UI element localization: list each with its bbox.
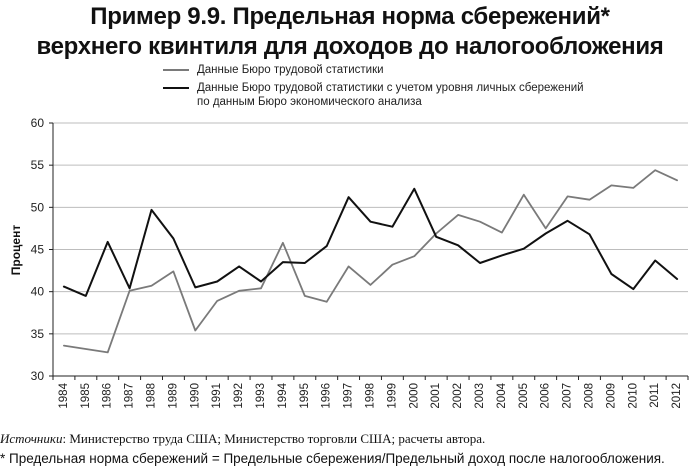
y-tick-label-55: 55 — [31, 158, 45, 172]
footnote: * Предельная норма сбережений = Предельн… — [0, 451, 665, 466]
y-tick-label-30: 30 — [31, 369, 45, 383]
x-tick-label-1999: 1999 — [386, 383, 398, 409]
legend-item-bls-bea: Данные Бюро трудовой статистики с учетом… — [163, 81, 584, 109]
x-tick-label-2002: 2002 — [452, 383, 464, 409]
x-tick-label-1997: 1997 — [343, 383, 355, 409]
x-tick-label-2006: 2006 — [540, 383, 552, 409]
x-tick-label-1995: 1995 — [299, 383, 311, 409]
chart-title: Пример 9.9. Предельная норма сбережений*… — [0, 2, 700, 62]
y-tick-label-35: 35 — [31, 327, 45, 341]
chart-title-line1: Пример 9.9. Предельная норма сбережений* — [90, 3, 610, 30]
x-tick-label-2008: 2008 — [583, 383, 595, 409]
axes-layer — [49, 122, 689, 380]
x-tick-label-2007: 2007 — [562, 383, 574, 409]
y-tick-label-45: 45 — [31, 243, 45, 257]
x-tick-labels: 1984 1985 1986 1987 1988 1989 1990 1991 1992 1993… — [58, 382, 683, 408]
y-tick-label-60: 60 — [31, 116, 45, 130]
x-tick-label-1993: 1993 — [255, 383, 267, 409]
y-axis-label: Процент — [9, 225, 23, 276]
x-tick-label-2010: 2010 — [627, 383, 639, 409]
x-tick-label-2000: 2000 — [408, 383, 420, 409]
y-tick-label-40: 40 — [31, 285, 45, 299]
x-tick-label-1998: 1998 — [365, 383, 377, 409]
x-tick-label-1984: 1984 — [58, 382, 70, 408]
x-tick-label-2009: 2009 — [605, 383, 617, 409]
legend-label-bls-bea-line2: по данным Бюро экономического анализа — [197, 96, 422, 108]
grid-layer — [53, 122, 688, 335]
x-tick-label-2004: 2004 — [496, 382, 508, 408]
legend-swatch-gray — [163, 69, 189, 71]
x-tick-label-1990: 1990 — [189, 383, 201, 409]
y-tick-label-50: 50 — [31, 200, 45, 214]
legend-label-bls-bea-line1: Данные Бюро трудовой статистики с учетом… — [197, 82, 584, 94]
legend-item-bls: Данные Бюро трудовой статистики — [163, 63, 584, 77]
y-tick-labels: 30 35 40 45 50 55 60 — [31, 116, 45, 383]
x-tick-label-1994: 1994 — [277, 382, 289, 408]
x-tick-label-1986: 1986 — [102, 383, 114, 409]
x-tick-label-1985: 1985 — [80, 383, 92, 409]
source-text: : Министерство труда США; Министерство т… — [62, 431, 486, 446]
x-tick-label-1989: 1989 — [167, 383, 179, 409]
x-tick-label-1988: 1988 — [146, 383, 158, 409]
series-line-1 — [63, 169, 678, 354]
series-line-2 — [62, 187, 679, 297]
x-tick-label-2011: 2011 — [649, 383, 661, 408]
legend-swatch-black — [163, 87, 189, 89]
x-tick-label-2005: 2005 — [518, 383, 530, 409]
x-tick-label-1992: 1992 — [233, 383, 245, 409]
chart-legend: Данные Бюро трудовой статистики Данные Б… — [163, 63, 584, 109]
x-tick-label-1991: 1991 — [211, 383, 223, 409]
x-tick-label-2001: 2001 — [430, 383, 442, 409]
legend-label-bls: Данные Бюро трудовой статистики — [197, 64, 384, 76]
x-tick-label-2003: 2003 — [474, 383, 486, 409]
source-note: Источники: Министерство труда США; Минис… — [0, 431, 485, 447]
chart-title-line2: верхнего квинтиля для доходов до налогоо… — [36, 33, 664, 60]
x-tick-label-1987: 1987 — [124, 383, 136, 409]
x-tick-label-2012: 2012 — [671, 383, 683, 409]
source-label: Источники — [0, 431, 63, 446]
series-layer — [62, 169, 679, 354]
x-tick-label-1996: 1996 — [321, 383, 333, 409]
